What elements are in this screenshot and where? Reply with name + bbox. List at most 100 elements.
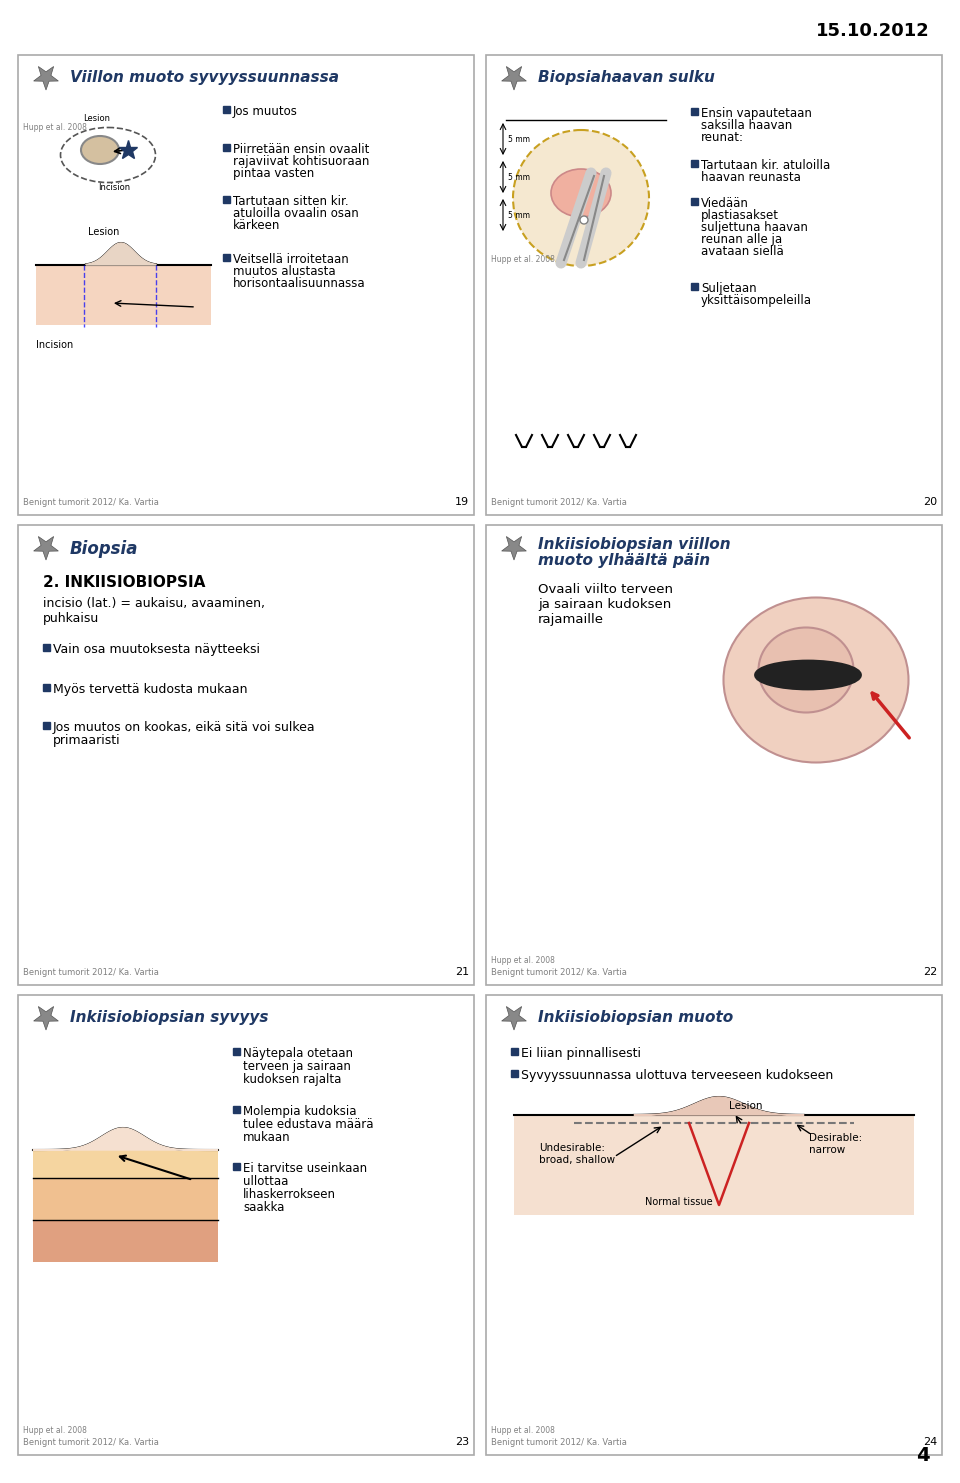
Text: Viedään: Viedään xyxy=(701,197,749,211)
Text: muoto ylhäältä päin: muoto ylhäältä päin xyxy=(538,553,710,568)
Text: rajaviivat kohtisuoraan: rajaviivat kohtisuoraan xyxy=(233,156,370,168)
Ellipse shape xyxy=(724,598,908,762)
Text: Hupp et al. 2008: Hupp et al. 2008 xyxy=(491,957,555,965)
Polygon shape xyxy=(34,1007,59,1031)
Text: Biopsiahaavan sulku: Biopsiahaavan sulku xyxy=(538,70,715,85)
Text: yksittäisompeleilla: yksittäisompeleilla xyxy=(701,294,812,307)
Text: 5 mm: 5 mm xyxy=(508,172,530,181)
Text: Incision: Incision xyxy=(98,182,131,191)
Polygon shape xyxy=(502,537,526,561)
Text: 19: 19 xyxy=(455,497,469,507)
FancyBboxPatch shape xyxy=(486,55,942,515)
FancyBboxPatch shape xyxy=(233,1048,240,1054)
FancyBboxPatch shape xyxy=(223,196,230,203)
Text: muutos alustasta: muutos alustasta xyxy=(233,265,336,277)
Text: pintaa vasten: pintaa vasten xyxy=(233,168,314,179)
Polygon shape xyxy=(33,1129,218,1149)
FancyBboxPatch shape xyxy=(691,108,698,116)
Polygon shape xyxy=(34,537,59,561)
Polygon shape xyxy=(634,1097,804,1115)
Text: 4: 4 xyxy=(917,1446,930,1465)
Text: Ensin vapautetaan: Ensin vapautetaan xyxy=(701,107,812,120)
Polygon shape xyxy=(502,1007,526,1031)
Text: incisio (lat.) = aukaisu, avaaminen,: incisio (lat.) = aukaisu, avaaminen, xyxy=(43,598,265,610)
Ellipse shape xyxy=(756,661,860,690)
Text: Undesirable:
broad, shallow: Undesirable: broad, shallow xyxy=(539,1143,615,1164)
Text: kudoksen rajalta: kudoksen rajalta xyxy=(243,1074,342,1086)
Text: Tartutaan sitten kir.: Tartutaan sitten kir. xyxy=(233,194,348,208)
FancyBboxPatch shape xyxy=(233,1106,240,1114)
Text: horisontaalisuunnassa: horisontaalisuunnassa xyxy=(233,277,366,291)
Text: lihaskerrokseen: lihaskerrokseen xyxy=(243,1188,336,1201)
Text: Ei tarvitse useinkaan: Ei tarvitse useinkaan xyxy=(243,1163,367,1175)
Text: Inkiisiobiopsian viillon: Inkiisiobiopsian viillon xyxy=(538,537,731,552)
Text: Hupp et al. 2008: Hupp et al. 2008 xyxy=(23,1427,86,1436)
FancyBboxPatch shape xyxy=(233,1163,240,1170)
FancyBboxPatch shape xyxy=(18,55,474,515)
FancyBboxPatch shape xyxy=(223,144,230,151)
Text: Syvyyssuunnassa ulottuva terveeseen kudokseen: Syvyyssuunnassa ulottuva terveeseen kudo… xyxy=(521,1069,833,1083)
Text: Benignt tumorit 2012/ Ka. Vartia: Benignt tumorit 2012/ Ka. Vartia xyxy=(491,968,627,977)
Polygon shape xyxy=(34,67,59,90)
Text: Ovaali viilto terveen
ja sairaan kudoksen
rajamaille: Ovaali viilto terveen ja sairaan kudokse… xyxy=(538,583,673,626)
Text: 5 mm: 5 mm xyxy=(508,135,530,144)
FancyBboxPatch shape xyxy=(486,995,942,1455)
Text: Myös tervettä kudosta mukaan: Myös tervettä kudosta mukaan xyxy=(53,684,248,696)
Text: mukaan: mukaan xyxy=(243,1132,291,1143)
Text: 20: 20 xyxy=(923,497,937,507)
Polygon shape xyxy=(502,67,526,90)
Text: Lesion: Lesion xyxy=(729,1100,762,1111)
Text: reunat:: reunat: xyxy=(701,131,744,144)
Text: Biopsia: Biopsia xyxy=(70,540,138,558)
FancyBboxPatch shape xyxy=(691,199,698,205)
Text: Hupp et al. 2008: Hupp et al. 2008 xyxy=(23,123,86,132)
Text: primaaristi: primaaristi xyxy=(53,734,121,747)
FancyBboxPatch shape xyxy=(18,525,474,985)
Text: 15.10.2012: 15.10.2012 xyxy=(816,22,930,40)
FancyBboxPatch shape xyxy=(43,722,50,730)
Ellipse shape xyxy=(81,136,119,165)
Text: plastiasakset: plastiasakset xyxy=(701,209,779,222)
Text: Hupp et al. 2008: Hupp et al. 2008 xyxy=(491,1427,555,1436)
FancyBboxPatch shape xyxy=(511,1071,518,1077)
Text: Jos muutos: Jos muutos xyxy=(233,105,301,119)
FancyBboxPatch shape xyxy=(43,644,50,651)
Text: 2. INKIISIOBIOPSIA: 2. INKIISIOBIOPSIA xyxy=(43,575,205,590)
Text: 24: 24 xyxy=(923,1437,937,1447)
Text: Suljetaan: Suljetaan xyxy=(701,282,756,295)
Text: 21: 21 xyxy=(455,967,469,977)
FancyBboxPatch shape xyxy=(486,525,942,985)
Text: Lesion: Lesion xyxy=(88,227,120,237)
Text: Inkiisiobiopsian muoto: Inkiisiobiopsian muoto xyxy=(538,1010,733,1025)
Text: Benignt tumorit 2012/ Ka. Vartia: Benignt tumorit 2012/ Ka. Vartia xyxy=(23,1439,158,1447)
Text: suljettuna haavan: suljettuna haavan xyxy=(701,221,808,234)
Text: terveen ja sairaan: terveen ja sairaan xyxy=(243,1060,350,1074)
FancyBboxPatch shape xyxy=(223,254,230,261)
Text: Benignt tumorit 2012/ Ka. Vartia: Benignt tumorit 2012/ Ka. Vartia xyxy=(491,498,627,507)
Text: Veitsellä irroitetaan: Veitsellä irroitetaan xyxy=(233,254,348,265)
FancyBboxPatch shape xyxy=(691,160,698,168)
Text: Tartutaan kir. atuloilla: Tartutaan kir. atuloilla xyxy=(701,159,830,172)
Text: Näytepala otetaan: Näytepala otetaan xyxy=(243,1047,353,1060)
Text: Inkiisiobiopsian syvyys: Inkiisiobiopsian syvyys xyxy=(70,1010,269,1025)
Text: 23: 23 xyxy=(455,1437,469,1447)
Ellipse shape xyxy=(758,627,853,712)
Text: Normal tissue: Normal tissue xyxy=(645,1197,713,1207)
FancyBboxPatch shape xyxy=(514,1115,914,1215)
FancyBboxPatch shape xyxy=(43,684,50,691)
Text: 5 mm: 5 mm xyxy=(508,211,530,219)
FancyBboxPatch shape xyxy=(33,1221,218,1262)
FancyBboxPatch shape xyxy=(18,995,474,1455)
Text: Benignt tumorit 2012/ Ka. Vartia: Benignt tumorit 2012/ Ka. Vartia xyxy=(23,498,158,507)
Text: Lesion: Lesion xyxy=(83,114,110,123)
Polygon shape xyxy=(86,243,156,265)
FancyBboxPatch shape xyxy=(691,283,698,291)
Text: Incision: Incision xyxy=(36,340,73,350)
Circle shape xyxy=(513,131,649,265)
Text: reunan alle ja: reunan alle ja xyxy=(701,233,782,246)
Text: Ei liian pinnallisesti: Ei liian pinnallisesti xyxy=(521,1047,641,1060)
Text: tulee edustava määrä: tulee edustava määrä xyxy=(243,1118,373,1132)
Text: avataan siellä: avataan siellä xyxy=(701,245,783,258)
Text: saksilla haavan: saksilla haavan xyxy=(701,119,792,132)
Text: Benignt tumorit 2012/ Ka. Vartia: Benignt tumorit 2012/ Ka. Vartia xyxy=(491,1439,627,1447)
